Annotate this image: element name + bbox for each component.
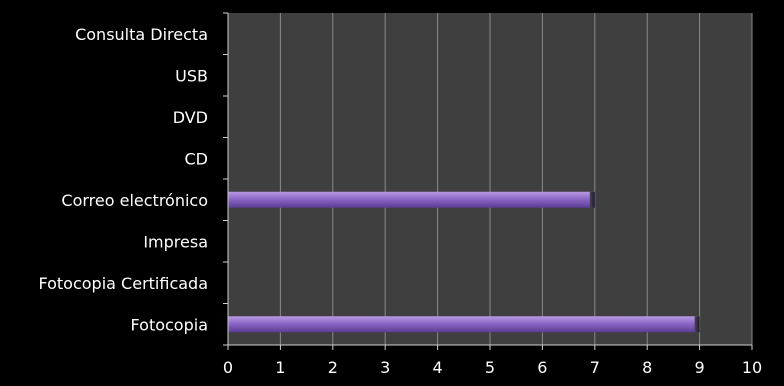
- category-label: Fotocopia Certificada: [38, 274, 208, 293]
- category-label: DVD: [173, 108, 208, 127]
- category-label: USB: [175, 66, 208, 85]
- bar-end: [589, 191, 595, 208]
- bar-body: [228, 316, 700, 333]
- category-label: CD: [185, 149, 209, 168]
- x-tick-label: 0: [223, 358, 233, 377]
- x-tick-label: 8: [642, 358, 652, 377]
- bar: [228, 316, 700, 333]
- bar: [228, 191, 595, 208]
- gridlines: [279, 13, 753, 345]
- axes: [223, 12, 753, 350]
- x-tick-label: 2: [328, 358, 338, 377]
- x-tick-label: 5: [485, 358, 495, 377]
- category-labels: Consulta Directa USB DVD CD Correo electróni…: [38, 25, 208, 335]
- x-tick-label: 10: [742, 358, 762, 377]
- x-tick-label: 9: [695, 358, 705, 377]
- x-tick-labels: 0 1 2 3 4 5 6 7 8 9 10: [223, 358, 762, 377]
- category-label: Fotocopia: [131, 315, 208, 334]
- category-label: Impresa: [143, 232, 208, 251]
- category-label: Correo electrónico: [61, 191, 208, 210]
- x-tick-label: 3: [380, 358, 390, 377]
- x-tick-label: 7: [590, 358, 600, 377]
- bar-body: [228, 191, 595, 208]
- bars: [228, 191, 700, 333]
- bar-end: [694, 316, 700, 333]
- x-tick-label: 4: [433, 358, 443, 377]
- x-tick-label: 6: [537, 358, 547, 377]
- x-tick-label: 1: [275, 358, 285, 377]
- category-label: Consulta Directa: [75, 25, 208, 44]
